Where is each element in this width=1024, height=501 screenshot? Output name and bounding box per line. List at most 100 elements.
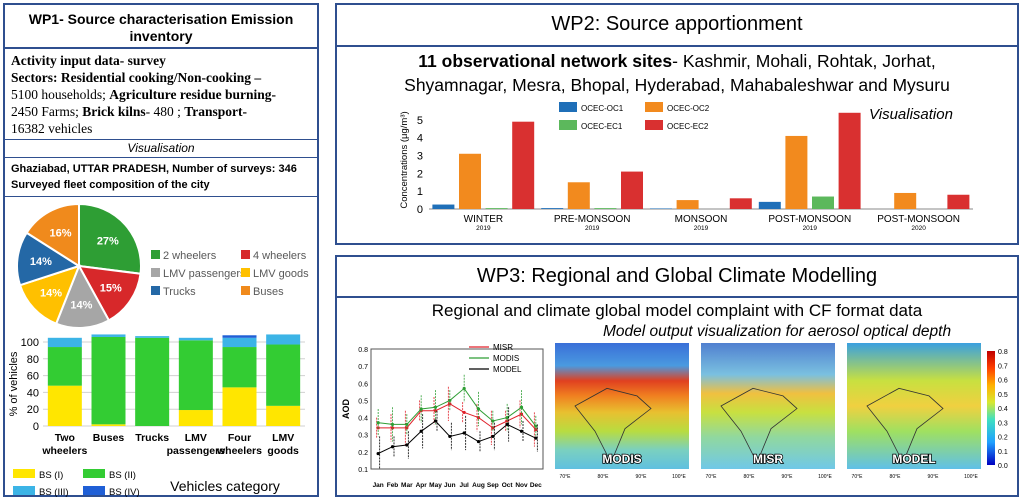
wp2-visualisation-label: Visualisation: [869, 106, 953, 123]
brick-value: - 480 ;: [145, 104, 181, 119]
map-lon-tick: 100°E: [964, 474, 978, 480]
aod-month-label: Dec: [530, 482, 542, 489]
wp2-bar: [894, 192, 917, 209]
stack-bar-segment: [91, 334, 126, 337]
legend-label: OCEC-EC1: [581, 122, 623, 131]
wp2-category-year: 2019: [476, 225, 491, 232]
stack-ytick: 20: [27, 404, 39, 416]
wp2-category-label: WINTER: [464, 214, 503, 225]
stack-bar-segment: [135, 336, 170, 338]
stack-ytick: 60: [27, 371, 39, 383]
stack-bar-segment: [178, 410, 213, 426]
stack-category-label: passengers: [167, 445, 226, 457]
wp3-caption: Model output visualization for aerosol o…: [603, 323, 952, 340]
aod-map: [701, 343, 835, 469]
map-coastline: [574, 387, 652, 464]
aod-month-label: Jul: [459, 482, 469, 489]
pie-slice: [25, 202, 80, 268]
brick-label: Brick kilns: [82, 104, 146, 119]
wp2-sites: 11 observational network sites- Kashmir,…: [337, 49, 1017, 97]
stack-bar-segment: [266, 344, 301, 406]
aod-map-label: MODEL: [892, 452, 935, 466]
stack-bar-segment: [47, 385, 82, 426]
aod-point: [505, 415, 509, 420]
stack-bar-segment: [135, 337, 170, 426]
legend-swatch: [83, 486, 105, 495]
map-coastline: [866, 387, 944, 464]
wp2-ytick: 3: [417, 151, 423, 163]
aod-ytick: 0.4: [358, 416, 368, 423]
aod-point: [405, 443, 409, 447]
legend-label: 2 wheelers: [163, 250, 217, 262]
map-coastline: [720, 387, 798, 464]
legend-label: LMV goods: [253, 268, 309, 280]
legend-label: Trucks: [163, 286, 196, 298]
wp2-bar: [459, 153, 481, 209]
legend-swatch: [645, 120, 663, 130]
aod-point: [405, 422, 409, 427]
aod-point: [519, 405, 524, 409]
aod-map: [847, 343, 981, 469]
stack-ytick: 40: [27, 387, 39, 399]
stack-category-label: wheelers: [41, 445, 87, 457]
sectors-label: Sectors: Residential cooking/Non-cooking…: [11, 70, 262, 85]
colorbar-tick: 0.3: [998, 420, 1008, 427]
aod-point: [491, 426, 495, 430]
divider: [337, 45, 1017, 47]
fleet-pie-chart: 27% 15% 14% 14% 14% 16% 2 wheelers 4 wheelers LM…: [16, 202, 309, 329]
stack-category-label: LMV: [185, 432, 207, 444]
colorbar-tick: 0.6: [998, 378, 1008, 385]
legend-swatch: [151, 286, 160, 295]
stack-bar-segment: [178, 340, 213, 411]
sites-bold: 11 observational network sites: [418, 51, 673, 71]
legend-label: OCEC-EC2: [667, 122, 709, 131]
aod-month-label: Jan: [373, 482, 384, 489]
legend-label: MODEL: [493, 365, 522, 374]
legend-swatch: [83, 469, 105, 478]
legend-label: MODIS: [493, 354, 519, 363]
aod-ytick: 0.3: [358, 433, 368, 440]
legend-label: BS (I): [39, 470, 63, 481]
aod-point: [376, 451, 380, 456]
aod-point: [462, 410, 466, 415]
aod-point: [419, 407, 423, 411]
legend-label: BS (IV): [109, 487, 140, 497]
survey-location: Ghaziabad, UTTAR PRADESH, Number of surv…: [11, 163, 297, 175]
colorbar-tick: 0.1: [998, 449, 1008, 456]
wp2-bar: [512, 121, 535, 209]
wp1-title-line2: inventory: [129, 28, 193, 44]
map-lon-tick: 100°E: [818, 474, 832, 480]
legend-swatch: [241, 250, 250, 259]
aod-month-label: Sep: [487, 482, 499, 489]
map-lon-tick: 70°E: [852, 474, 864, 480]
map-lon-tick: 90°E: [782, 474, 794, 480]
divider: [5, 196, 317, 197]
stack-bar-segment: [47, 347, 82, 386]
stack-ytick: 100: [21, 337, 39, 349]
aod-ytick: 0.6: [358, 381, 368, 388]
pie-slice-label: 14%: [40, 287, 62, 299]
wp3-subtitle: Regional and climate global model compla…: [431, 301, 923, 320]
divider: [5, 139, 317, 140]
aod-ytick: 0.2: [358, 450, 368, 457]
aod-ytick: 0.1: [358, 467, 368, 474]
stack-bar-segment: [222, 347, 257, 388]
divider: [5, 157, 317, 158]
legend-swatch: [559, 120, 577, 130]
aod-point: [534, 424, 538, 428]
stack-category-label: wheelers: [216, 445, 262, 457]
legend-swatch: [151, 268, 160, 277]
wp2-ylabel: Concentrations (μg/m³): [399, 111, 410, 208]
stack-bar-segment: [222, 387, 257, 426]
legend-swatch: [559, 102, 577, 112]
aod-map: [555, 343, 689, 469]
map-lon-tick: 100°E: [672, 474, 686, 480]
pie-slice: [78, 202, 142, 275]
pie-slice-label: 27%: [97, 236, 119, 248]
colorbar: [987, 351, 995, 465]
wp2-bar: [594, 208, 617, 209]
aod-point: [519, 429, 524, 433]
aod-point: [462, 386, 466, 391]
fleet-caption: Surveyed fleet composition of the city: [11, 179, 210, 191]
